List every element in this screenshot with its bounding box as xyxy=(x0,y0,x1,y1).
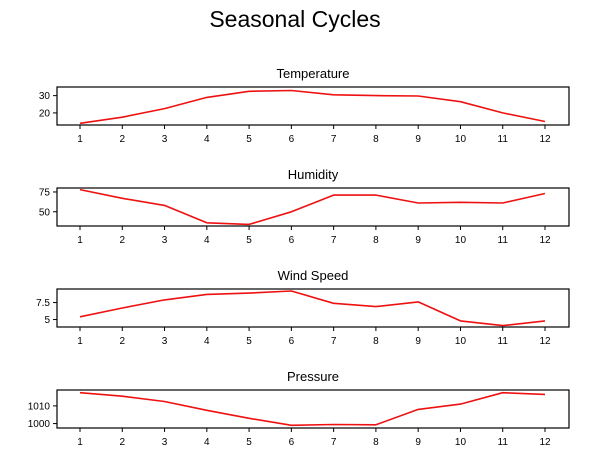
x-tick-label: 7 xyxy=(331,437,337,448)
x-tick-label: 3 xyxy=(162,437,168,448)
x-tick-label: 6 xyxy=(289,235,295,246)
series-line-temperature-0 xyxy=(79,89,546,125)
x-tick-label: 4 xyxy=(204,235,210,246)
y-tick-label: 75 xyxy=(39,187,51,198)
x-tick-label: 8 xyxy=(373,437,379,448)
x-tick-label: 10 xyxy=(455,134,467,145)
subplot-title-temperature: Temperature xyxy=(277,66,350,81)
x-tick-label: 1 xyxy=(77,437,83,448)
x-tick-label: 8 xyxy=(373,336,379,347)
x-tick-label: 2 xyxy=(119,437,125,448)
series-line-wind-speed-0 xyxy=(79,290,546,327)
x-tick-label: 6 xyxy=(289,437,295,448)
x-tick-label: 7 xyxy=(331,134,337,145)
subplot-title-wind-speed: Wind Speed xyxy=(278,268,349,283)
x-tick-label: 11 xyxy=(498,437,509,448)
axes-frame-wind-speed xyxy=(56,288,570,328)
x-tick-label: 2 xyxy=(119,336,125,347)
x-tick-label: 3 xyxy=(162,235,168,246)
x-tick-label: 10 xyxy=(455,437,467,448)
axes-frame-humidity xyxy=(56,187,570,227)
x-tick-label: 4 xyxy=(204,437,210,448)
x-tick-label: 7 xyxy=(331,336,337,347)
x-tick-label: 5 xyxy=(246,235,252,246)
x-tick-label: 8 xyxy=(373,134,379,145)
x-tick-label: 7 xyxy=(331,235,337,246)
x-tick-label: 5 xyxy=(246,336,252,347)
y-tick-label: 20 xyxy=(39,108,51,119)
x-tick-label: 3 xyxy=(162,134,168,145)
y-tick-label: 1010 xyxy=(28,401,51,412)
x-tick-label: 6 xyxy=(289,336,295,347)
x-tick-label: 11 xyxy=(498,336,509,347)
x-tick-label: 12 xyxy=(539,235,551,246)
y-tick-label: 50 xyxy=(39,207,51,218)
x-tick-label: 4 xyxy=(204,134,210,145)
y-tick-label: 1000 xyxy=(28,419,51,430)
x-tick-label: 9 xyxy=(415,437,421,448)
x-tick-label: 6 xyxy=(289,134,295,145)
series-line-humidity-0 xyxy=(79,188,546,226)
x-tick-label: 12 xyxy=(539,336,551,347)
axes-frame-pressure xyxy=(56,389,570,429)
x-tick-label: 4 xyxy=(204,336,210,347)
y-tick-label: 30 xyxy=(39,91,51,102)
x-tick-label: 5 xyxy=(246,134,252,145)
x-tick-label: 12 xyxy=(539,134,551,145)
x-tick-label: 8 xyxy=(373,235,379,246)
x-tick-label: 10 xyxy=(455,336,467,347)
figure-title: Seasonal Cycles xyxy=(209,6,380,32)
x-tick-label: 12 xyxy=(539,437,551,448)
x-tick-label: 3 xyxy=(162,336,168,347)
x-tick-label: 9 xyxy=(415,134,421,145)
x-tick-label: 11 xyxy=(498,134,509,145)
x-tick-label: 11 xyxy=(498,235,509,246)
x-tick-label: 1 xyxy=(77,134,83,145)
series-line-pressure-0 xyxy=(79,391,546,427)
x-tick-label: 9 xyxy=(415,235,421,246)
x-tick-label: 9 xyxy=(415,336,421,347)
subplot-title-pressure: Pressure xyxy=(287,369,339,384)
x-tick-label: 2 xyxy=(119,134,125,145)
x-tick-label: 1 xyxy=(77,235,83,246)
subplot-title-humidity: Humidity xyxy=(288,167,339,182)
x-tick-label: 1 xyxy=(77,336,83,347)
y-tick-label: 7.5 xyxy=(36,298,50,309)
y-tick-label: 5 xyxy=(44,315,50,326)
x-tick-label: 2 xyxy=(119,235,125,246)
axes-frame-temperature xyxy=(56,86,570,126)
x-tick-label: 5 xyxy=(246,437,252,448)
x-tick-label: 10 xyxy=(455,235,467,246)
